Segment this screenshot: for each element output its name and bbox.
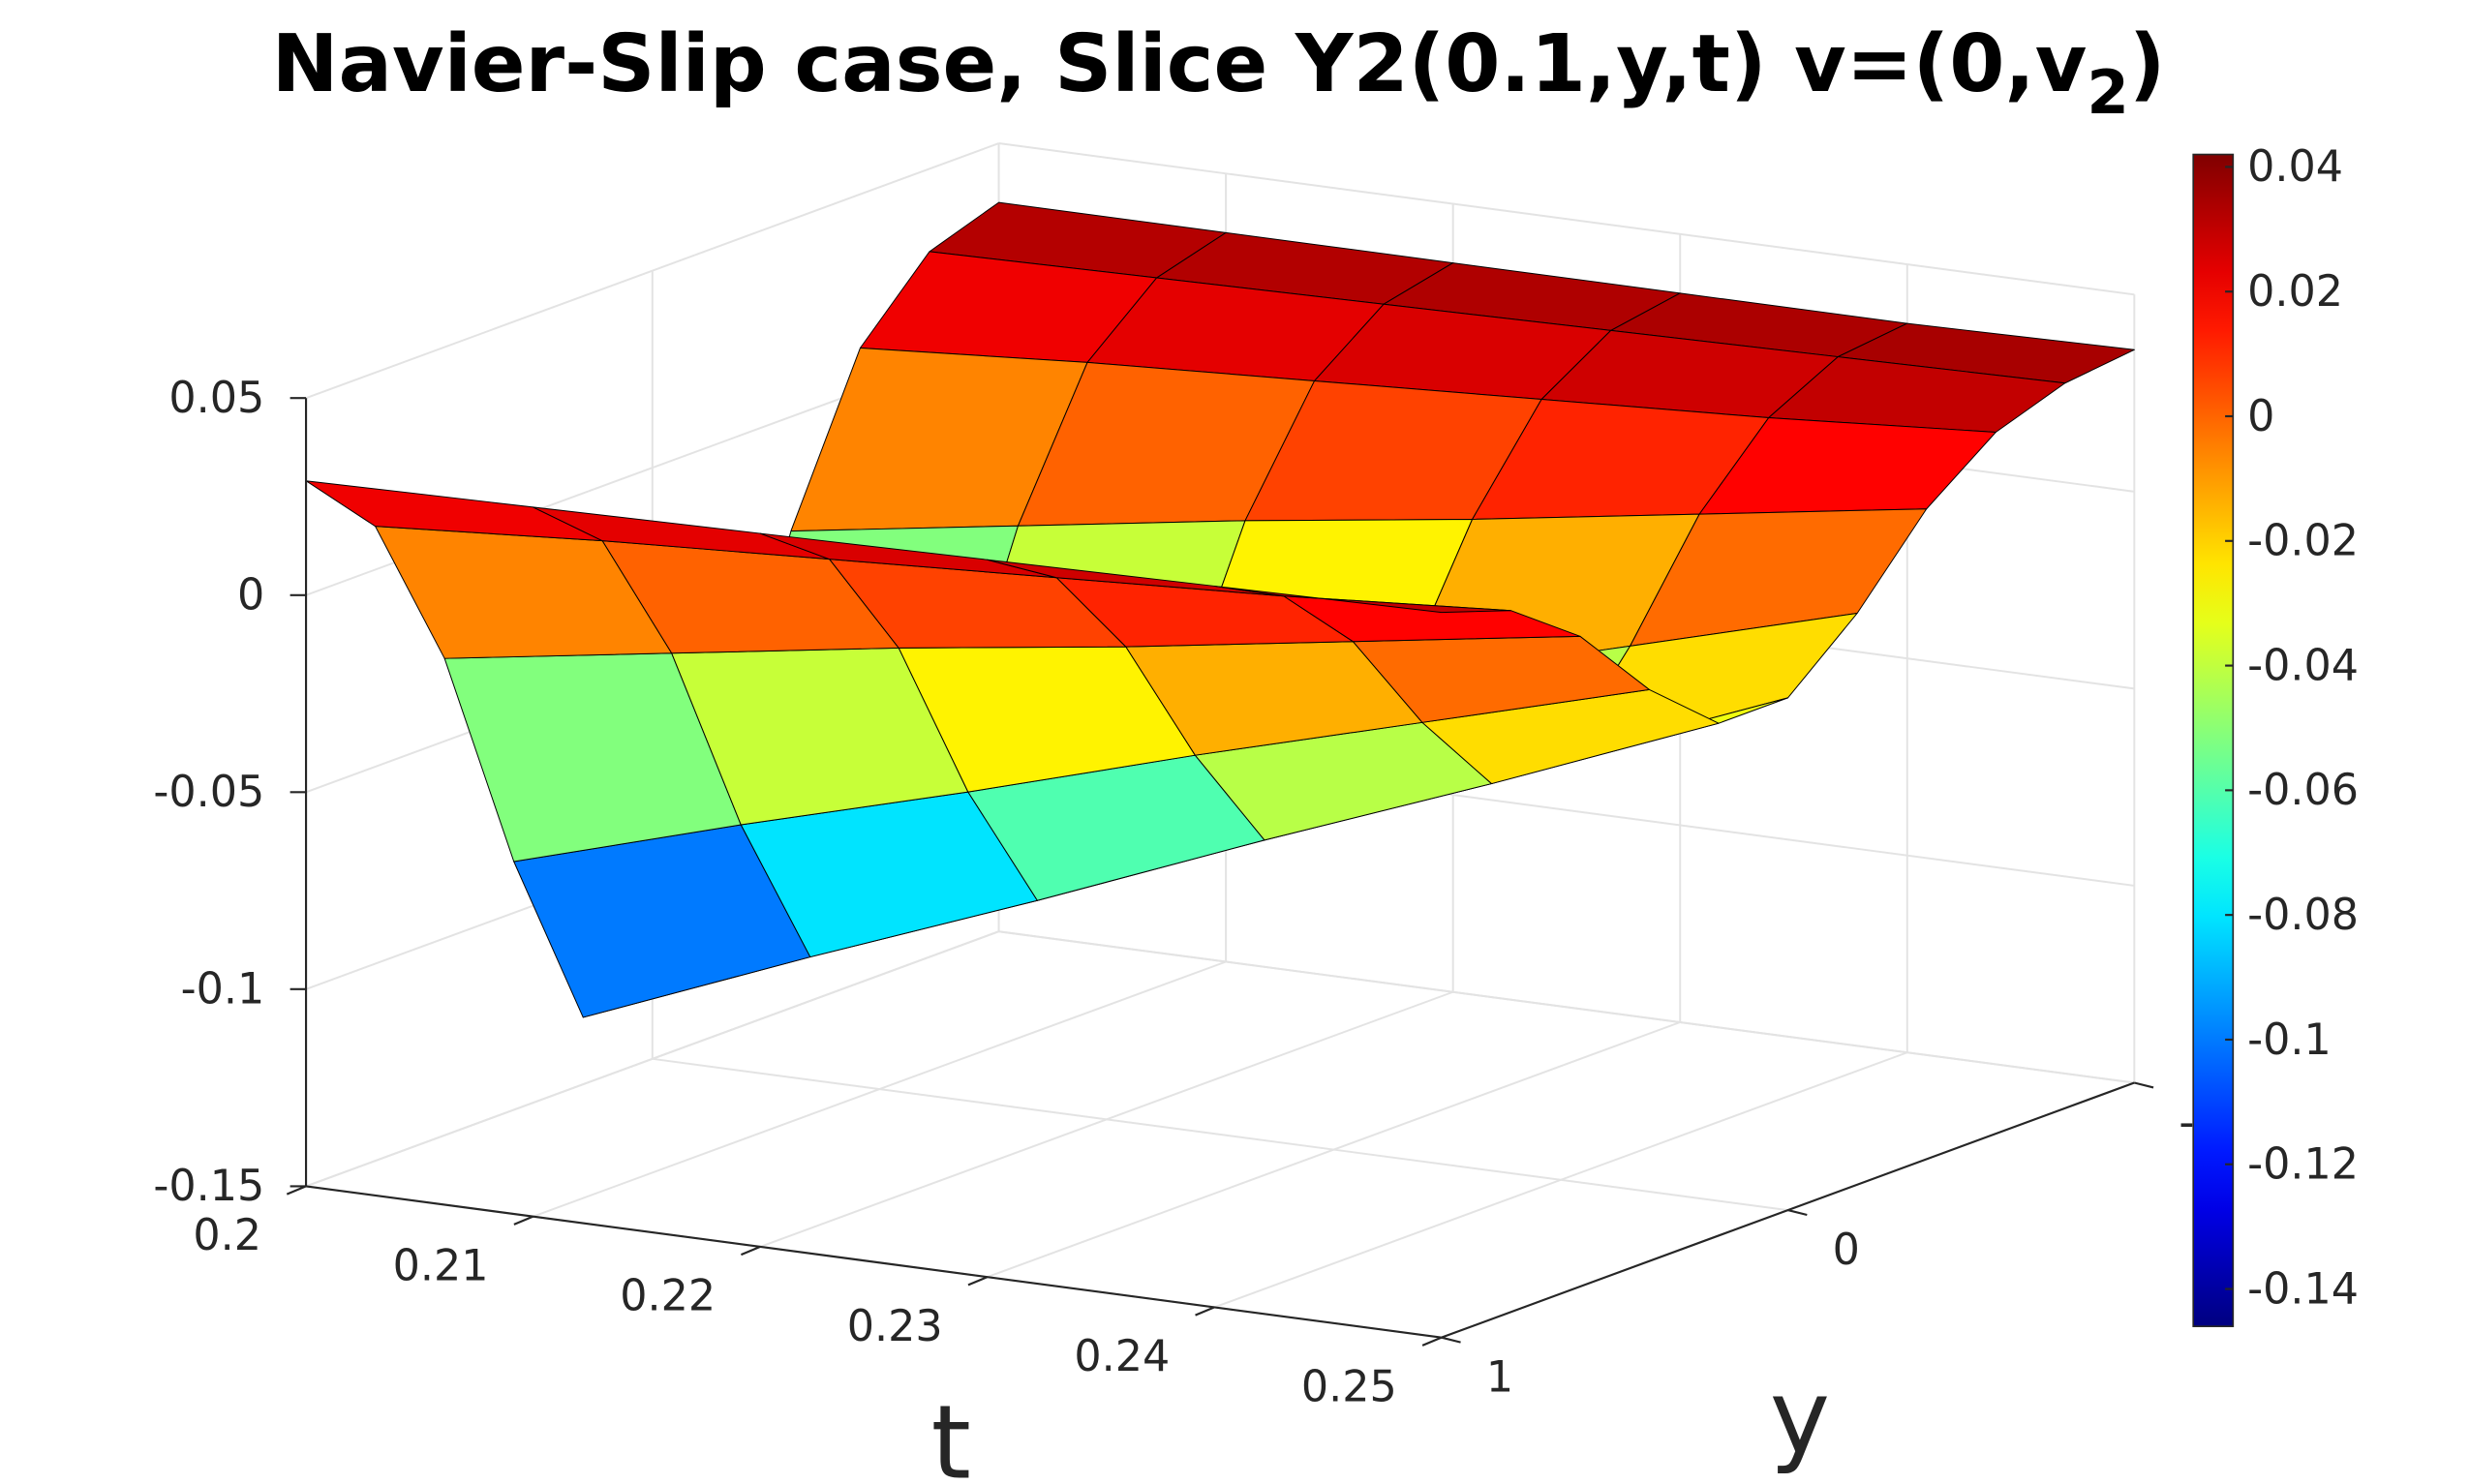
x-tick: [286, 1185, 307, 1196]
x-tick: [741, 1245, 761, 1257]
colorbar-tick-label: 0: [2247, 392, 2274, 441]
grid-line: [305, 930, 999, 1188]
surface-patch: [1213, 585, 1511, 614]
z-tick-label: 0: [237, 571, 264, 621]
grid-line: [652, 1057, 1788, 1212]
x-tick: [967, 1276, 989, 1287]
colorbar: 0.04 0.02 0 -0.02 -0.04 -0.06 -0.08 -0.1 -0.12 -0…: [2192, 142, 2359, 1327]
z-tick-label: -0.1: [181, 965, 265, 1015]
y-tick: [2134, 1081, 2154, 1089]
colorbar-tick-label: 0.02: [2247, 267, 2343, 317]
x-tick-label: 0.25: [1301, 1362, 1397, 1411]
colorbar-tick-label: -0.08: [2247, 891, 2359, 940]
z-tick-label: -0.15: [153, 1162, 264, 1211]
colorbar-tick-label: -0.02: [2247, 517, 2359, 566]
y-tick: [1441, 1336, 1461, 1344]
grid-line: [998, 142, 2135, 296]
colorbar-scale: [2192, 153, 2235, 1327]
grid-line: [998, 930, 2135, 1084]
y-tick-label: 0: [1833, 1226, 1860, 1275]
x-tick-label: 0.2: [193, 1211, 261, 1260]
colorbar-tick-label: -0.14: [2247, 1264, 2359, 1314]
title-sub: 2: [2087, 57, 2129, 128]
x-tick-label: 0.21: [393, 1241, 489, 1290]
y-tick-label: 1: [1486, 1353, 1513, 1403]
x-tick-label: 0.23: [847, 1302, 943, 1351]
x-tick-label: 0.24: [1074, 1332, 1170, 1381]
x-axis-label: t: [931, 1382, 971, 1484]
colorbar-tick-label: 0.04: [2247, 142, 2343, 192]
colorbar-tick-label: -0.12: [2247, 1140, 2359, 1190]
chart-title: Navier-Slip case, Slice Y2(0.1,y,t) v=(0…: [272, 18, 2166, 128]
x-tick: [1195, 1306, 1215, 1317]
x-tick: [1421, 1336, 1443, 1347]
z-tick-label: -0.05: [153, 768, 264, 817]
x-tick: [513, 1215, 534, 1226]
colorbar-tick-label: -0.06: [2247, 766, 2359, 815]
surface: [305, 201, 2135, 1018]
x-axis: [305, 1185, 1442, 1339]
grid-line: [305, 142, 999, 400]
title-main: Navier-Slip case, Slice Y2(0.1,y,t) v=(0…: [272, 18, 2088, 110]
title-end: ): [2129, 18, 2166, 110]
colorbar-tick-label: -0.1: [2247, 1015, 2332, 1065]
colorbar-tick-label: -0.04: [2247, 641, 2359, 690]
z-tick-label: 0.05: [168, 374, 264, 423]
y-tick: [1787, 1209, 1808, 1217]
y-axis-label: y: [1770, 1357, 1830, 1476]
x-tick-label: 0.22: [620, 1272, 716, 1321]
